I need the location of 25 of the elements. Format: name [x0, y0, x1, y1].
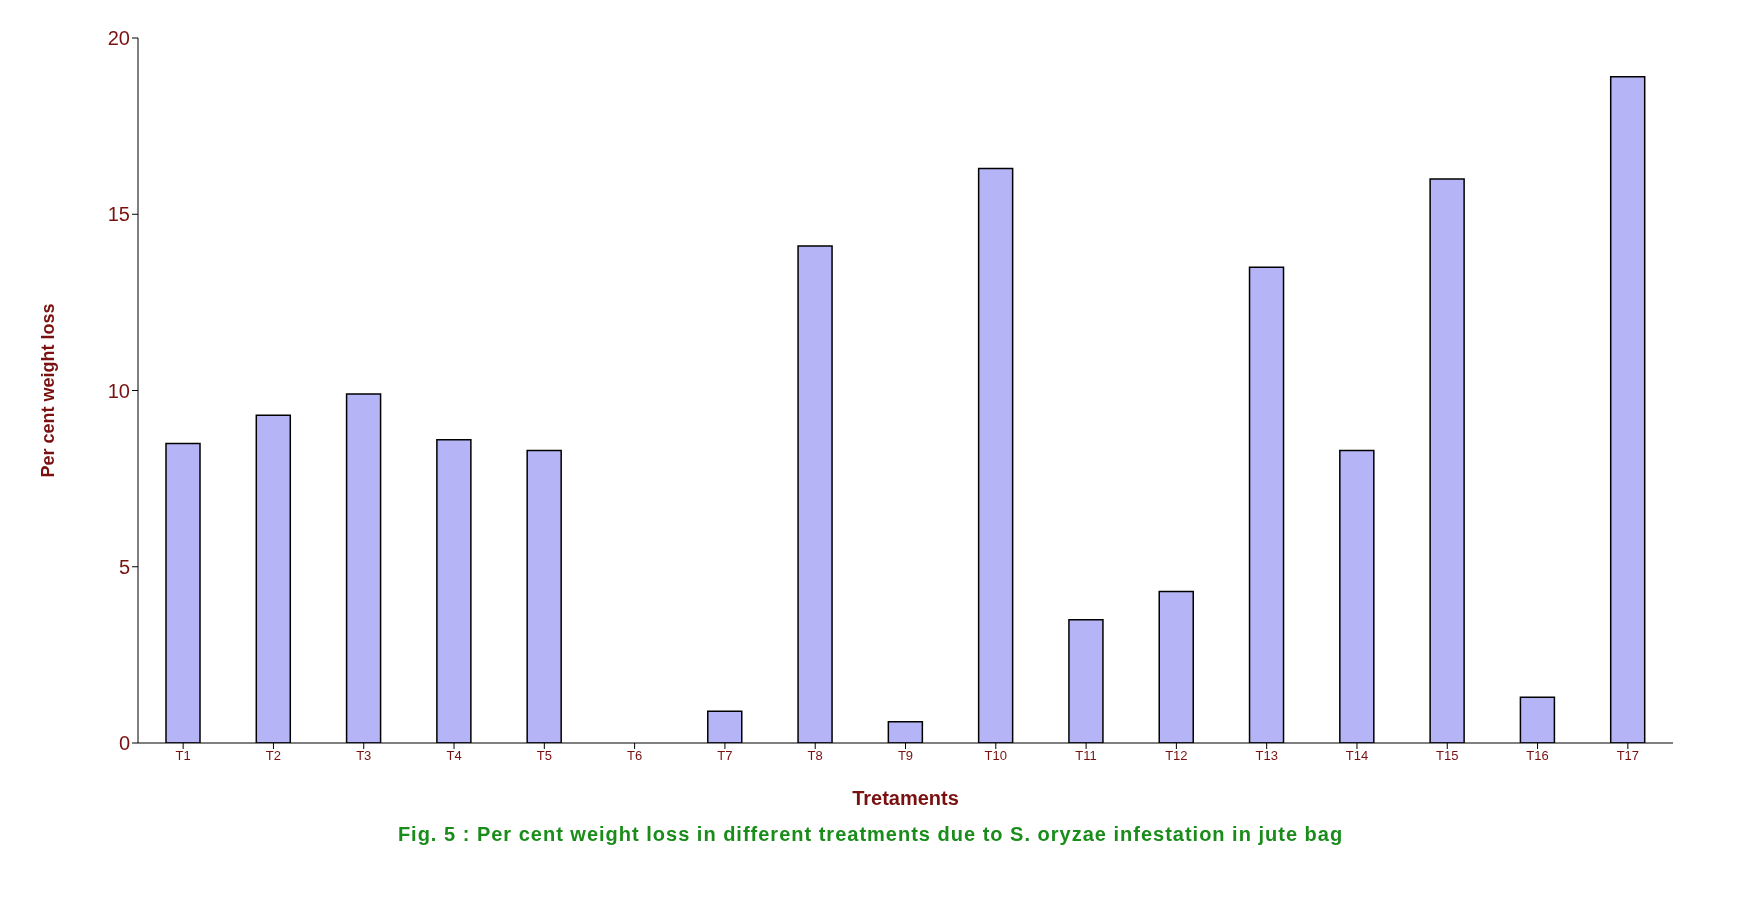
- x-tick-label: T8: [807, 748, 823, 764]
- x-tick-label: T1: [175, 748, 191, 764]
- x-tick-label: T3: [356, 748, 372, 764]
- x-tick-label: T5: [536, 748, 552, 764]
- y-tick-label: 0: [118, 732, 130, 755]
- x-tick-label: T2: [265, 748, 282, 764]
- x-tick-label: T6: [627, 748, 643, 764]
- x-tick-label: T15: [1436, 748, 1459, 764]
- text: Fig. 5 : Per cent weight loss in different treatments due to S. oryzae infestation in jute bag: [396, 823, 1345, 846]
- x-tick-label: T10: [984, 748, 1007, 764]
- x-tick-label: T4: [446, 748, 462, 764]
- y-tick-label: 20: [107, 27, 130, 50]
- x-tick-label: T13: [1255, 748, 1278, 764]
- x-tick-label: T7: [717, 748, 733, 764]
- x-axis-title: Tretaments: [852, 787, 959, 809]
- x-tick-label: T17: [1616, 748, 1640, 764]
- x-tick-label: T12: [1165, 748, 1188, 764]
- y-axis-title: Per cent weight loss: [38, 303, 59, 478]
- x-tick-label: T16: [1526, 748, 1549, 764]
- x-tick-label: T9: [897, 748, 914, 764]
- x-tick-label: T11: [1075, 748, 1097, 764]
- y-tick-label: 10: [107, 379, 130, 402]
- y-tick-label: 5: [118, 555, 130, 578]
- y-tick-label: 15: [107, 203, 130, 226]
- x-tick-label: T14: [1345, 748, 1369, 764]
